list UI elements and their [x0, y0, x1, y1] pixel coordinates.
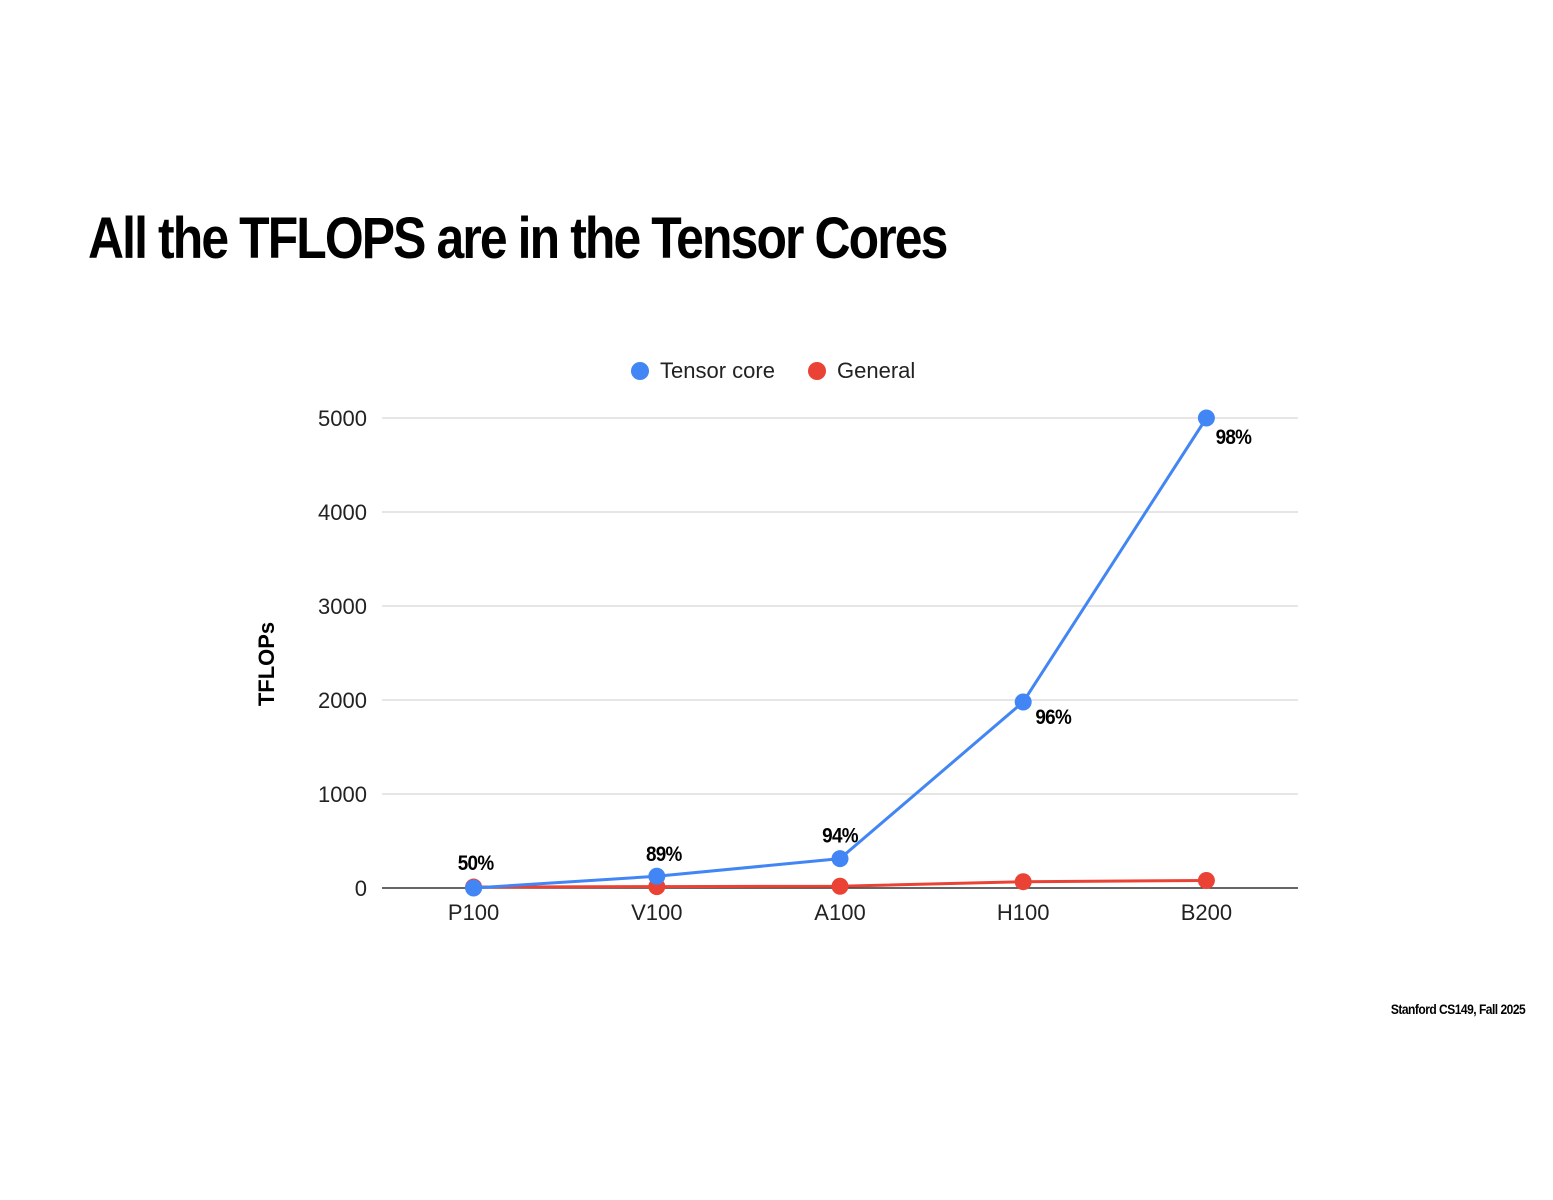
data-point-tensor-core	[465, 879, 483, 897]
data-point-tensor-core	[1197, 409, 1215, 427]
series-line-tensor-core	[473, 417, 1208, 890]
y-tick-label: 0	[355, 876, 367, 901]
legend-label-general: General	[837, 358, 915, 383]
data-point-general	[1014, 873, 1032, 891]
y-axis-ticks: 0 1000 2000 3000 4000 5000	[318, 406, 367, 901]
data-point-general	[831, 877, 849, 895]
y-tick-label: 1000	[318, 782, 367, 807]
page-title: All the TFLOPS are in the Tensor Cores	[88, 206, 948, 271]
x-tick-label: P100	[448, 900, 499, 925]
y-tick-label: 3000	[318, 594, 367, 619]
data-point-tensor-core	[831, 850, 849, 868]
data-label: 96%	[1035, 706, 1072, 729]
series	[465, 409, 1215, 897]
legend-marker-tensor-core	[631, 362, 649, 380]
data-point-general	[1197, 871, 1215, 889]
data-labels: 50% 89% 94% 96% 98%	[458, 426, 1253, 875]
y-tick-label: 4000	[318, 500, 367, 525]
x-tick-label: H100	[997, 900, 1050, 925]
y-tick-label: 5000	[318, 406, 367, 431]
legend: Tensor core General	[631, 358, 915, 383]
data-point-tensor-core	[648, 867, 666, 885]
x-tick-label: B200	[1181, 900, 1232, 925]
x-tick-label: A100	[814, 900, 865, 925]
data-point-tensor-core	[1014, 693, 1032, 711]
legend-label-tensor-core: Tensor core	[660, 358, 775, 383]
footer-note: Stanford CS149, Fall 2025	[1390, 1001, 1526, 1017]
data-label: 94%	[822, 825, 859, 848]
x-axis-ticks: P100 V100 A100 H100 B200	[448, 900, 1232, 925]
data-label: 89%	[646, 843, 683, 866]
data-label: 98%	[1216, 426, 1253, 449]
legend-marker-general	[808, 362, 826, 380]
y-tick-label: 2000	[318, 688, 367, 713]
data-label: 50%	[458, 852, 495, 875]
y-axis-label: TFLOPs	[254, 622, 279, 706]
x-tick-label: V100	[631, 900, 682, 925]
